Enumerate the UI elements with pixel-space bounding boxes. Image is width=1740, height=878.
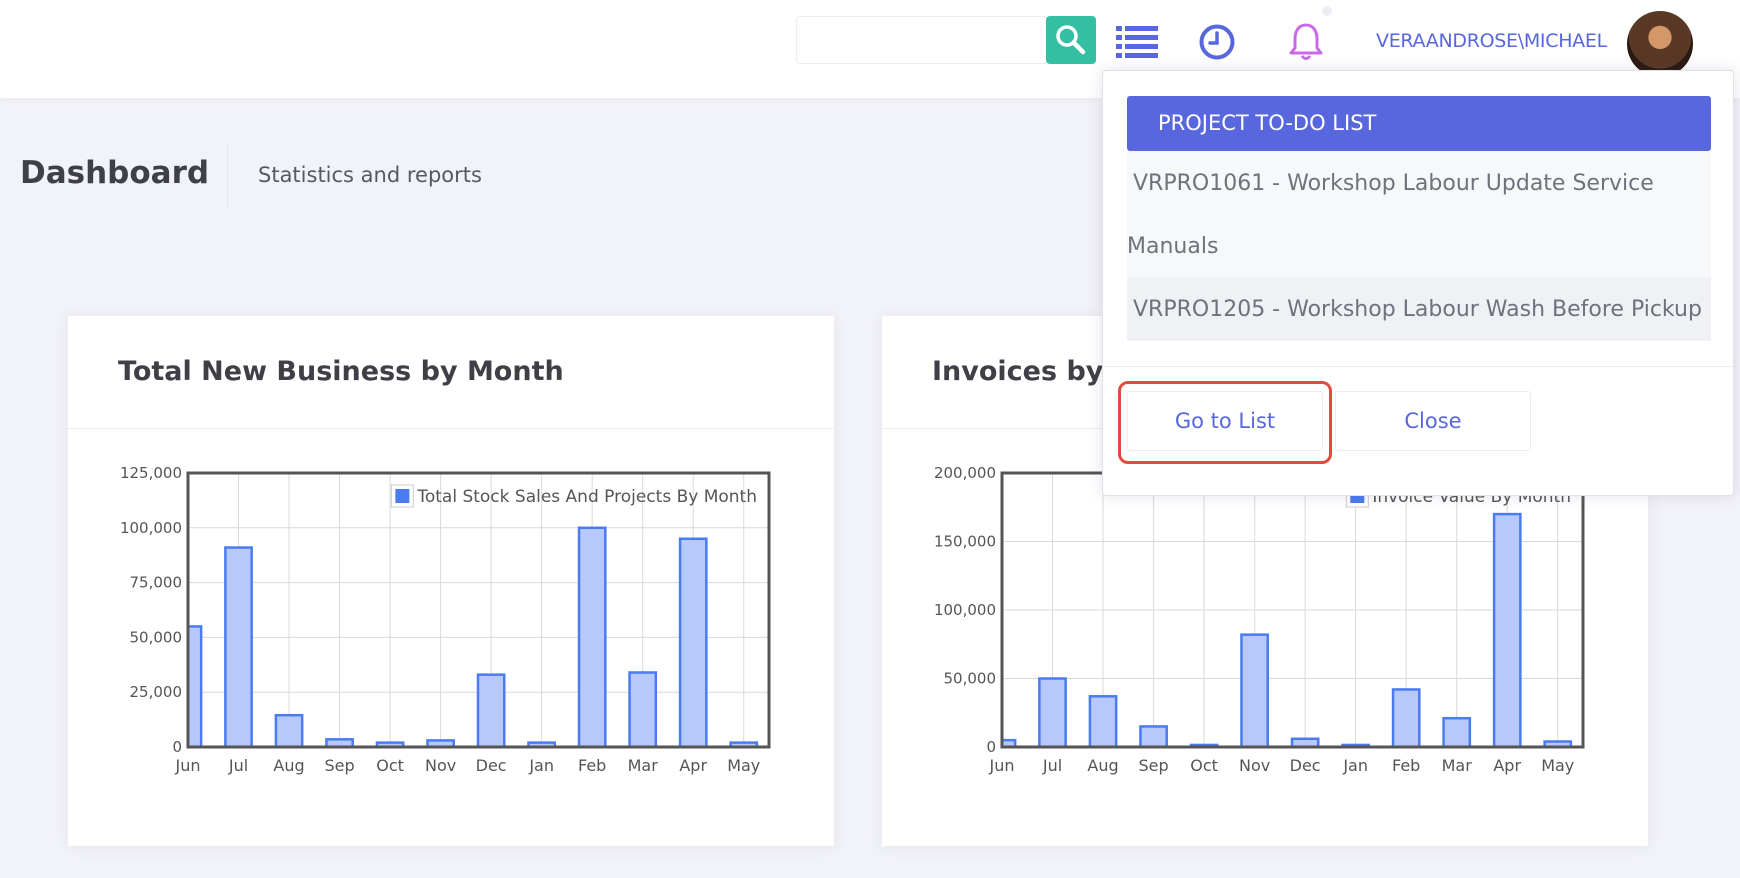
y-tick-label: 200,000 bbox=[934, 464, 996, 482]
x-tick-label: Dec bbox=[1290, 756, 1321, 775]
x-tick-label: Jul bbox=[1042, 756, 1062, 775]
x-tick-label: Nov bbox=[425, 756, 456, 775]
x-tick-label: Aug bbox=[1087, 756, 1118, 775]
page-description: Statistics and reports bbox=[258, 163, 482, 187]
bar[interactable] bbox=[678, 537, 708, 749]
bar[interactable] bbox=[186, 625, 203, 749]
legend-swatch bbox=[395, 489, 410, 503]
bar[interactable] bbox=[1139, 725, 1168, 749]
x-tick-label: Jul bbox=[228, 756, 248, 775]
bar[interactable] bbox=[274, 713, 304, 749]
y-tick-label: 50,000 bbox=[130, 628, 183, 646]
portlet-title: Total New Business by Month bbox=[118, 356, 564, 387]
go-to-list-button[interactable]: Go to List bbox=[1127, 391, 1323, 451]
x-tick-label: Feb bbox=[1392, 756, 1420, 775]
x-tick-label: Sep bbox=[324, 756, 354, 775]
title-separator bbox=[227, 145, 228, 207]
x-tick-label: Jun bbox=[175, 756, 201, 775]
user-name-link[interactable]: VERAANDROSE\MICHAEL bbox=[1376, 30, 1607, 52]
bar[interactable] bbox=[1088, 695, 1118, 749]
y-tick-label: 150,000 bbox=[934, 533, 996, 551]
x-tick-label: Jan bbox=[1342, 756, 1368, 775]
y-tick-label: 0 bbox=[172, 738, 182, 756]
search-button[interactable] bbox=[1046, 16, 1096, 64]
x-tick-label: Dec bbox=[476, 756, 507, 775]
x-tick-label: May bbox=[727, 756, 760, 775]
x-tick-label: Feb bbox=[578, 756, 606, 775]
x-tick-label: Apr bbox=[1493, 756, 1521, 775]
y-tick-label: 100,000 bbox=[934, 601, 996, 619]
dropdown-header: PROJECT TO-DO LIST bbox=[1127, 96, 1711, 151]
bell-icon[interactable] bbox=[1282, 18, 1330, 66]
search-icon bbox=[1056, 25, 1086, 55]
x-tick-label: May bbox=[1541, 756, 1574, 775]
bar[interactable] bbox=[1240, 633, 1269, 749]
avatar[interactable] bbox=[1627, 11, 1693, 77]
y-tick-label: 125,000 bbox=[120, 464, 182, 482]
bar[interactable] bbox=[628, 671, 658, 749]
dropdown-divider bbox=[1103, 366, 1733, 367]
x-tick-label: Oct bbox=[1190, 756, 1218, 775]
notification-dot bbox=[1322, 6, 1332, 16]
bar[interactable] bbox=[476, 673, 506, 749]
page-title: Dashboard bbox=[20, 155, 210, 191]
plot-frame bbox=[186, 471, 771, 749]
search-input[interactable] bbox=[796, 16, 1048, 64]
bar[interactable] bbox=[577, 526, 607, 749]
close-button[interactable]: Close bbox=[1335, 391, 1531, 451]
portlet-header: Total New Business by Month bbox=[68, 316, 834, 429]
bar[interactable] bbox=[1038, 677, 1067, 749]
x-tick-label: Aug bbox=[273, 756, 304, 775]
clock-icon[interactable] bbox=[1193, 18, 1241, 66]
bar[interactable] bbox=[1391, 688, 1421, 749]
bar[interactable] bbox=[224, 546, 253, 749]
x-tick-label: Mar bbox=[628, 756, 659, 775]
project-todo-dropdown: PROJECT TO-DO LIST VRPRO1061 - Workshop … bbox=[1102, 70, 1734, 496]
x-tick-label: Nov bbox=[1239, 756, 1270, 775]
x-tick-label: Sep bbox=[1138, 756, 1168, 775]
list-icon[interactable] bbox=[1113, 18, 1161, 66]
y-tick-label: 0 bbox=[986, 738, 996, 756]
invoices-chart: 0 50,000 100,000 150,000 200,000 Jun Jul Aug Sep… bbox=[934, 464, 1585, 775]
y-tick-label: 50,000 bbox=[944, 670, 997, 688]
todo-item[interactable] bbox=[1127, 277, 1711, 341]
todo-item[interactable] bbox=[1127, 151, 1711, 277]
todo-item-text[interactable]: VRPRO1205 - Workshop Labour Wash Before … bbox=[1133, 297, 1702, 322]
x-tick-label: Apr bbox=[679, 756, 707, 775]
y-tick-label: 25,000 bbox=[130, 683, 183, 701]
y-tick-label: 75,000 bbox=[130, 574, 183, 592]
x-tick-label: Jan bbox=[528, 756, 554, 775]
top-header: VERAANDROSE\MICHAEL bbox=[0, 0, 1740, 98]
bar[interactable] bbox=[1442, 716, 1472, 749]
todo-item-text[interactable]: VRPRO1061 - Workshop Labour Update Servi… bbox=[1133, 171, 1654, 196]
todo-item-text[interactable]: Manuals bbox=[1127, 234, 1219, 259]
new-business-chart: 0 25,000 50,000 75,000 100,000 125,000 Jun Jul A… bbox=[120, 464, 771, 775]
bar[interactable] bbox=[1492, 512, 1522, 749]
x-tick-label: Jun bbox=[989, 756, 1015, 775]
y-tick-label: 100,000 bbox=[120, 519, 182, 537]
x-tick-label: Oct bbox=[376, 756, 404, 775]
portlet-new-business: Total New Business by Month 0 25,000 50,00… bbox=[68, 316, 834, 846]
x-tick-label: Mar bbox=[1442, 756, 1473, 775]
legend-label: Total Stock Sales And Projects By Month bbox=[416, 487, 757, 507]
